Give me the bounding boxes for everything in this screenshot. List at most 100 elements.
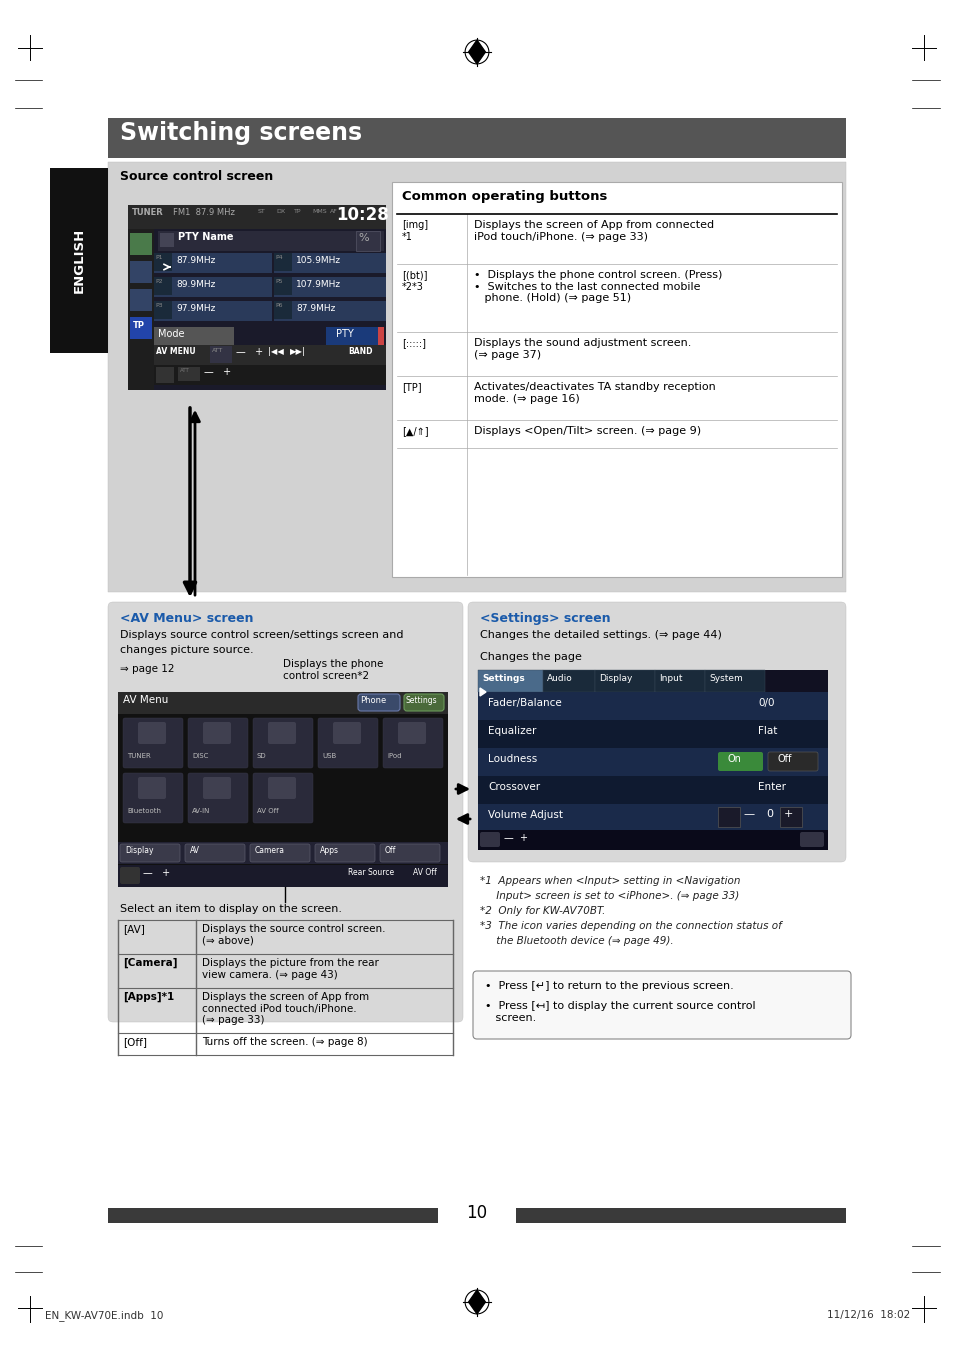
Bar: [274, 278, 386, 297]
FancyBboxPatch shape: [108, 603, 462, 1022]
Bar: [178, 367, 200, 380]
Text: Changes the page: Changes the page: [479, 653, 581, 662]
Text: Off: Off: [778, 754, 792, 764]
Text: Camera: Camera: [254, 846, 285, 854]
FancyBboxPatch shape: [268, 777, 295, 799]
Text: Apps: Apps: [319, 846, 338, 854]
Bar: [392, 181, 841, 577]
Text: DX: DX: [275, 209, 285, 214]
Text: 87.9MHz: 87.9MHz: [295, 305, 335, 313]
Bar: [780, 807, 801, 827]
Text: Switching screens: Switching screens: [120, 121, 362, 145]
Bar: [477, 776, 827, 804]
FancyBboxPatch shape: [718, 751, 762, 770]
Text: 10: 10: [466, 1204, 487, 1223]
Bar: [477, 830, 827, 850]
Text: Displays the screen of App from
connected iPod touch/iPhone.
(⇒ page 33): Displays the screen of App from connecte…: [202, 992, 369, 1025]
Bar: [274, 253, 292, 271]
Text: Displays <Open/Tilt> screen. (⇒ page 9): Displays <Open/Tilt> screen. (⇒ page 9): [474, 427, 700, 436]
Text: —: —: [742, 808, 753, 819]
Text: Mode: Mode: [158, 329, 184, 338]
Text: 0/0: 0/0: [758, 699, 774, 708]
Bar: [274, 253, 386, 274]
Text: Input> screen is set to <iPhone>. (⇒ page 33): Input> screen is set to <iPhone>. (⇒ pag…: [479, 891, 739, 900]
FancyBboxPatch shape: [120, 867, 140, 884]
Text: ATT: ATT: [212, 348, 223, 353]
Text: [Apps]*1: [Apps]*1: [123, 992, 174, 1002]
Bar: [355, 232, 379, 250]
Text: P3: P3: [154, 303, 162, 307]
Text: TP: TP: [132, 321, 145, 330]
FancyBboxPatch shape: [188, 718, 248, 768]
Bar: [128, 204, 386, 390]
Bar: [477, 670, 542, 692]
Bar: [130, 233, 152, 255]
Text: —   +: — +: [143, 868, 170, 877]
Text: 107.9MHz: 107.9MHz: [295, 280, 341, 288]
Text: Enter: Enter: [758, 783, 785, 792]
Text: P1: P1: [154, 255, 162, 260]
Text: 87.9MHz: 87.9MHz: [175, 256, 215, 265]
Text: changes picture source.: changes picture source.: [120, 645, 253, 655]
Bar: [118, 692, 448, 714]
FancyBboxPatch shape: [138, 777, 166, 799]
Text: P6: P6: [274, 303, 282, 307]
Text: *2  Only for KW-AV70BT.: *2 Only for KW-AV70BT.: [479, 906, 605, 917]
Text: AV-IN: AV-IN: [192, 808, 211, 814]
Bar: [274, 301, 292, 320]
FancyBboxPatch shape: [479, 831, 499, 848]
FancyBboxPatch shape: [800, 831, 823, 848]
Bar: [50, 168, 108, 353]
Text: Source control screen: Source control screen: [120, 171, 273, 183]
Text: SD: SD: [256, 753, 266, 760]
Text: Rear Source: Rear Source: [348, 868, 394, 877]
Text: Select an item to display on the screen.: Select an item to display on the screen.: [120, 904, 341, 914]
Text: Fader/Balance: Fader/Balance: [488, 699, 561, 708]
Text: TP: TP: [294, 209, 301, 214]
FancyBboxPatch shape: [382, 718, 442, 768]
Bar: [153, 253, 172, 271]
Text: On: On: [727, 754, 741, 764]
Text: •  Press [↤] to display the current source control
   screen.: • Press [↤] to display the current sourc…: [484, 1001, 755, 1022]
Bar: [477, 747, 827, 776]
Bar: [108, 1208, 437, 1223]
Bar: [704, 670, 764, 692]
Text: Display: Display: [125, 846, 153, 854]
Text: <AV Menu> screen: <AV Menu> screen: [120, 612, 253, 626]
Bar: [153, 253, 272, 274]
Bar: [477, 692, 827, 720]
FancyBboxPatch shape: [188, 773, 248, 823]
Text: AV: AV: [190, 846, 200, 854]
Text: [▲/⇑]: [▲/⇑]: [401, 427, 428, 436]
Bar: [542, 670, 595, 692]
Text: 0: 0: [765, 808, 772, 819]
Bar: [108, 162, 845, 592]
Bar: [595, 670, 655, 692]
Text: —  +: — +: [503, 833, 527, 844]
Bar: [118, 865, 448, 887]
Text: FM1  87.9 MHz: FM1 87.9 MHz: [172, 209, 234, 217]
Bar: [156, 367, 173, 383]
FancyBboxPatch shape: [403, 695, 443, 711]
Text: Display: Display: [598, 674, 632, 682]
Bar: [108, 118, 845, 158]
Text: *3  The icon varies depending on the connection status of: *3 The icon varies depending on the conn…: [479, 921, 781, 932]
Text: EN_KW-AV70E.indb  10: EN_KW-AV70E.indb 10: [45, 1311, 163, 1322]
Text: DISC: DISC: [192, 753, 208, 760]
Text: [TP]: [TP]: [401, 382, 421, 393]
FancyBboxPatch shape: [123, 773, 183, 823]
Text: 11/12/16  18:02: 11/12/16 18:02: [826, 1311, 909, 1320]
Text: Displays the picture from the rear
view camera. (⇒ page 43): Displays the picture from the rear view …: [202, 959, 378, 979]
Text: *1  Appears when <Input> setting in <Navigation: *1 Appears when <Input> setting in <Navi…: [479, 876, 740, 886]
Bar: [153, 229, 386, 390]
Text: PTY Name: PTY Name: [178, 232, 233, 242]
Text: 89.9MHz: 89.9MHz: [175, 280, 215, 288]
Text: System: System: [708, 674, 742, 682]
Text: [img]
*1: [img] *1: [401, 219, 428, 241]
Text: P4: P4: [274, 255, 282, 260]
Text: AV MENU: AV MENU: [156, 347, 195, 356]
Text: AV Menu: AV Menu: [123, 695, 168, 705]
Bar: [153, 278, 272, 297]
Polygon shape: [468, 41, 485, 64]
Text: Equalizer: Equalizer: [488, 726, 536, 737]
